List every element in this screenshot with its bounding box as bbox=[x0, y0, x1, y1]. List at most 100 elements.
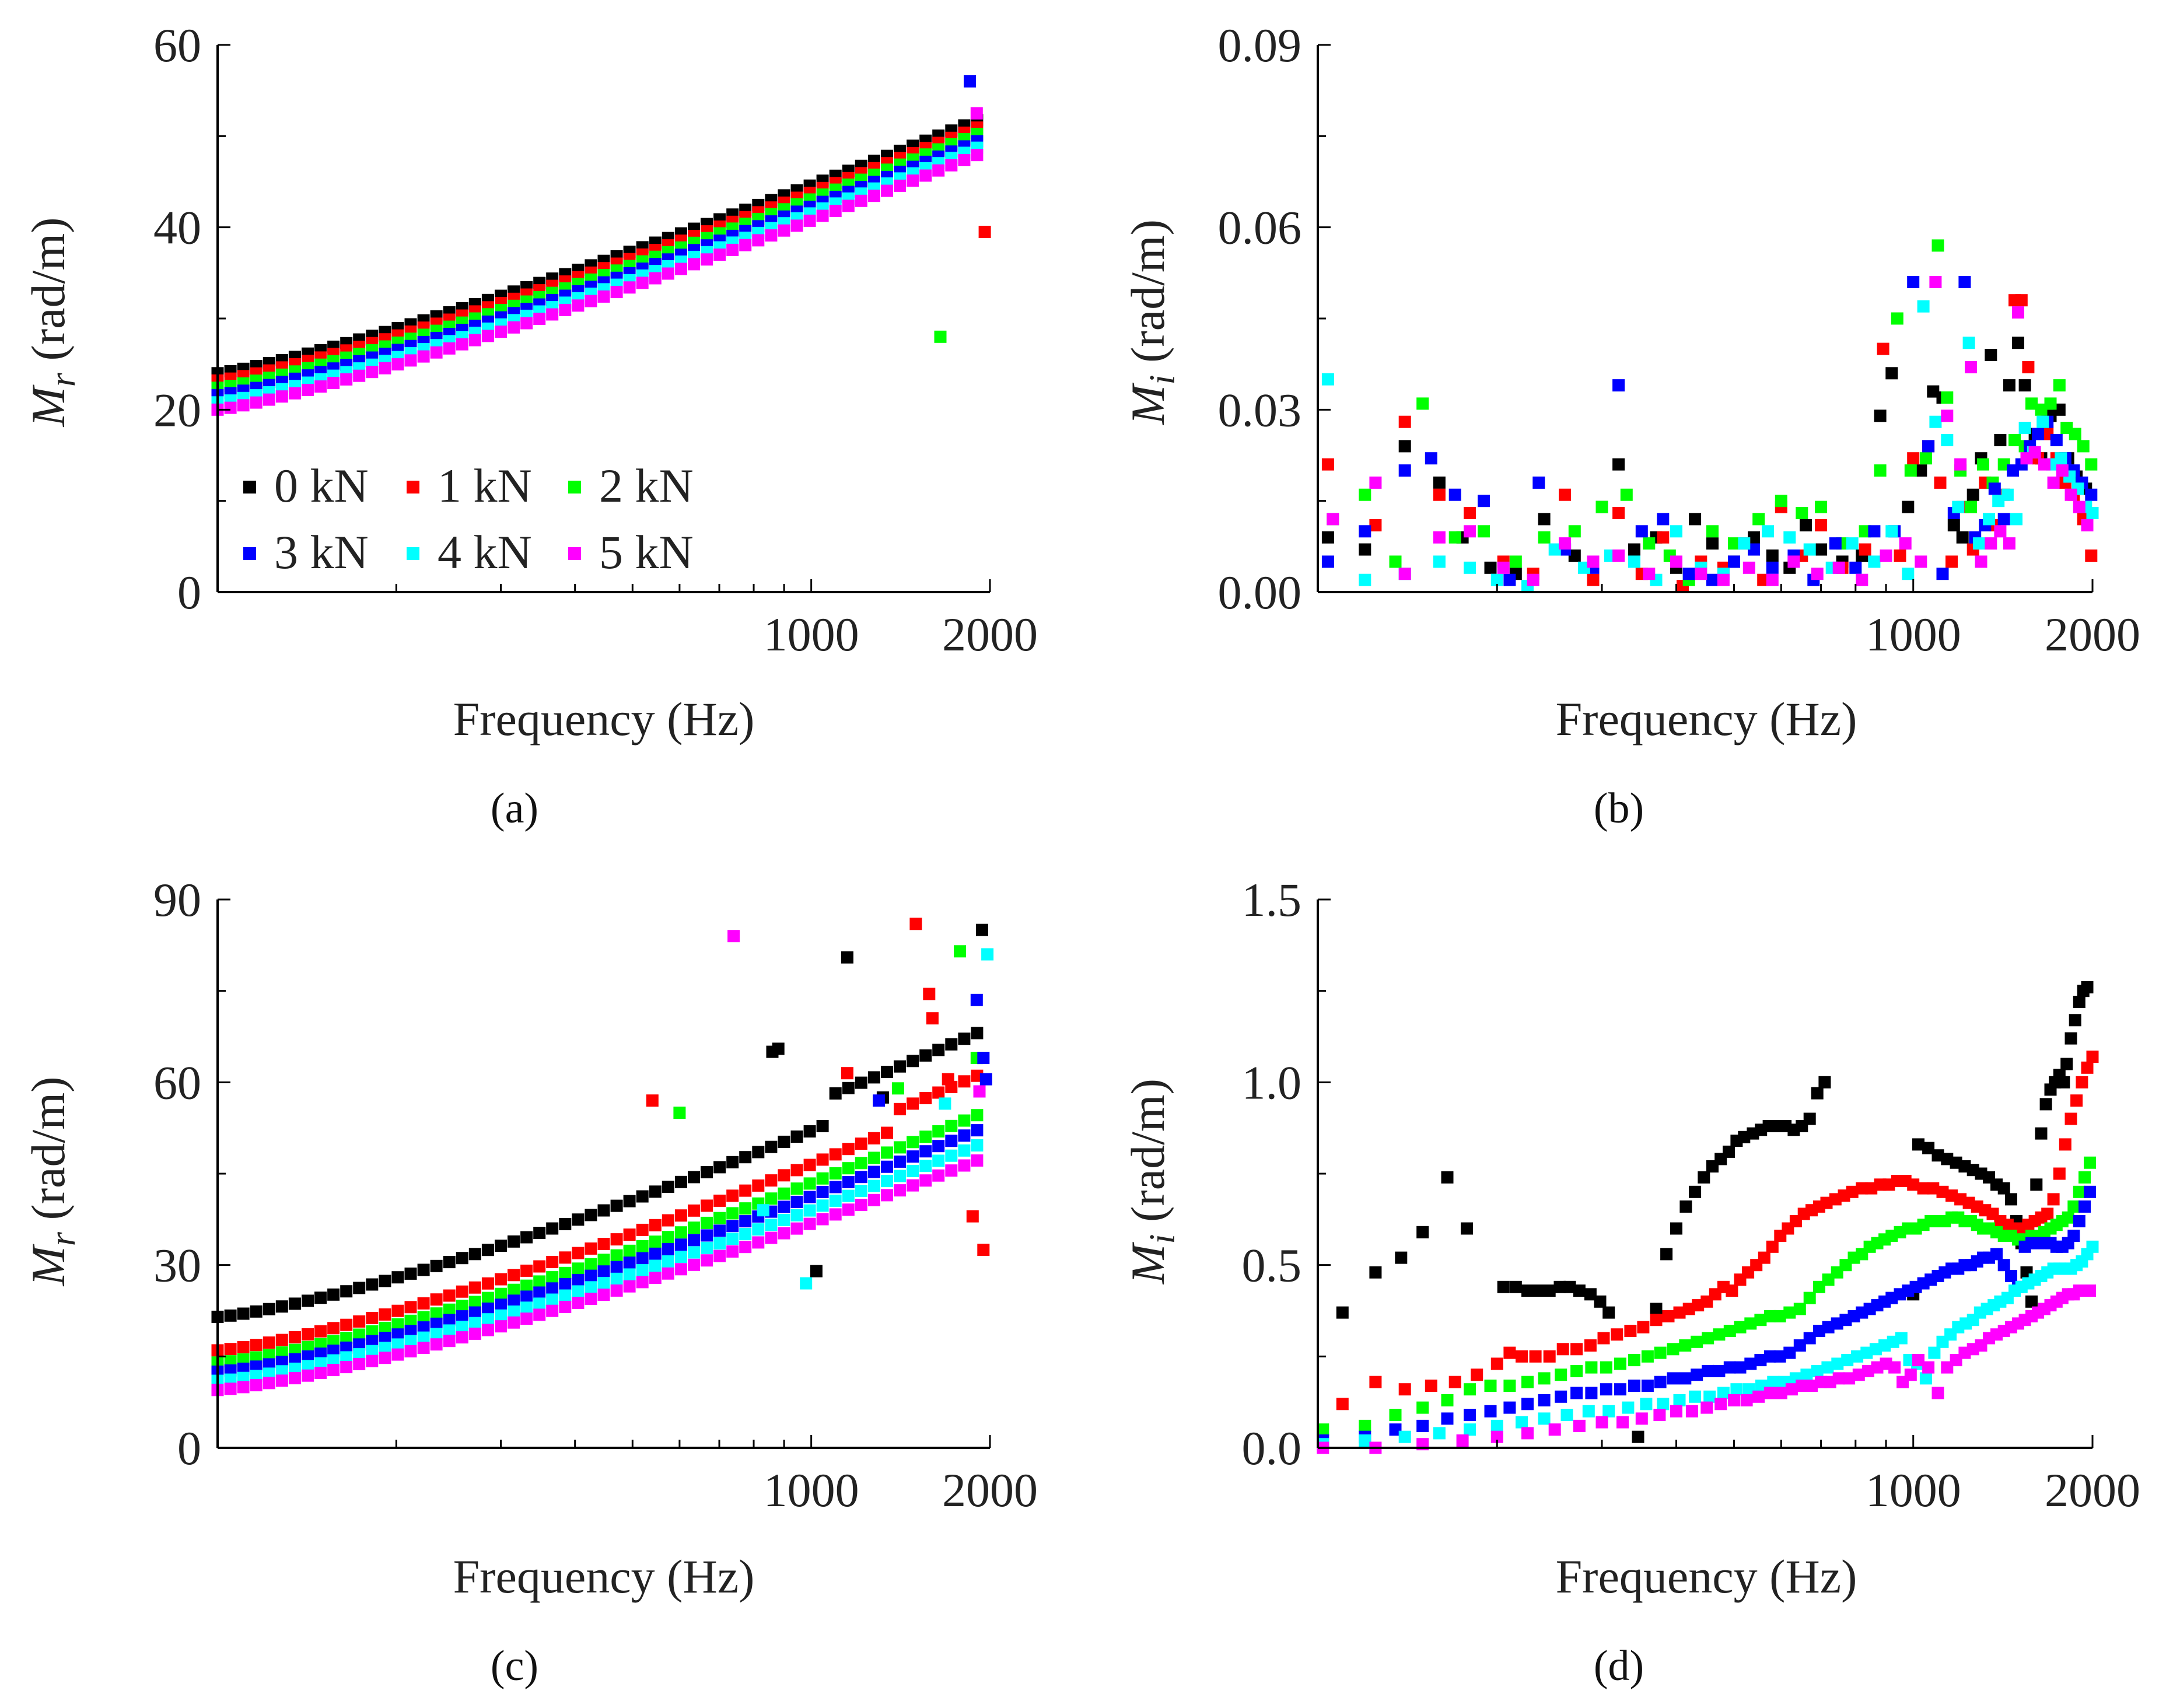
panel-c-point-4kn bbox=[778, 1214, 790, 1226]
panel-c-point-5kn bbox=[417, 1342, 430, 1354]
legend-label-1kn: 1 kN bbox=[438, 459, 532, 512]
panel-d-point-2kn bbox=[1702, 1332, 1714, 1345]
panel-c-point-1kn bbox=[610, 1233, 623, 1246]
panel-d-point-2kn bbox=[1803, 1292, 1816, 1304]
panel-c-point-5kn bbox=[855, 1199, 867, 1211]
panel-a-y-tick-label: 20 bbox=[153, 383, 201, 436]
panel-c-point-1kn bbox=[726, 1189, 739, 1202]
panel-d-point-3kn bbox=[1585, 1387, 1598, 1399]
panel-d-point-5kn bbox=[1843, 1372, 1856, 1385]
panel-c-point-1kn bbox=[752, 1179, 765, 1192]
panel-d-point-0kn bbox=[1922, 1142, 1935, 1154]
panel-d-point-4kn bbox=[1673, 1394, 1686, 1406]
panel-b-point-3kn bbox=[1682, 568, 1695, 580]
panel-d-point-1kn bbox=[2086, 1051, 2099, 1063]
panel-d-point-2kn bbox=[1754, 1314, 1767, 1326]
panel-c-point-5kn bbox=[366, 1354, 379, 1367]
panel-c-point-5kn bbox=[726, 1245, 739, 1258]
panel-c-point-5kn bbox=[636, 1276, 649, 1289]
panel-c-point-5kn bbox=[597, 1289, 610, 1301]
panel-d-point-3kn bbox=[1441, 1412, 1454, 1425]
panel-c-point-5kn bbox=[275, 1374, 288, 1387]
panel-b-point-3kn bbox=[1958, 276, 1971, 288]
panel-c-point-0kn bbox=[726, 1156, 739, 1168]
panel-b-point-0kn bbox=[1766, 550, 1779, 562]
panel-c-point-2kn bbox=[263, 1349, 275, 1362]
panel-c-point-1kn bbox=[430, 1293, 443, 1306]
panel-c-point-0kn bbox=[585, 1209, 597, 1222]
panel-b-point-5kn bbox=[1464, 525, 1476, 538]
panel-a-point-5kn bbox=[237, 399, 250, 412]
panel-b-point-1kn bbox=[1657, 531, 1670, 544]
panel-d-point-0kn bbox=[1416, 1226, 1429, 1238]
panel-c-point-0kn bbox=[417, 1264, 430, 1276]
panel-b-point-0kn bbox=[1956, 531, 1969, 544]
panel-b-point-2kn bbox=[2044, 397, 2057, 410]
panel-c-point-5kn bbox=[481, 1324, 494, 1336]
panel-d-point-1kn bbox=[1369, 1376, 1382, 1388]
panel-d-y-tick-label: 0.5 bbox=[1242, 1239, 1302, 1292]
panel-c-point-4kn bbox=[713, 1237, 726, 1250]
panel-c-point-4kn bbox=[610, 1272, 623, 1285]
panel-b-point-3kn bbox=[1766, 561, 1779, 574]
panel-c-point-0kn bbox=[701, 1166, 713, 1178]
panel-c-point-2kn bbox=[674, 1226, 687, 1239]
panel-c-point-2kn bbox=[430, 1307, 443, 1320]
panel-d-point-2kn bbox=[1484, 1380, 1497, 1392]
panel-a-point-5kn bbox=[275, 390, 288, 403]
panel-c-point-5kn bbox=[430, 1338, 443, 1351]
panel-b-point-3kn bbox=[1922, 440, 1935, 453]
panel-d-point-3kn bbox=[1793, 1339, 1806, 1352]
panel-d-ylabel: Mi (rad/m) bbox=[1121, 1079, 1182, 1284]
panel-c-point-0kn bbox=[288, 1297, 301, 1310]
panel-d-point-4kn bbox=[1538, 1412, 1551, 1425]
panel-c-point-0kn bbox=[340, 1285, 353, 1298]
panel-b-point-4kn bbox=[1628, 555, 1640, 568]
panel-b-point-4kn bbox=[1902, 568, 1915, 580]
panel-c-point-5kn bbox=[379, 1352, 391, 1364]
panel-d-point-2kn bbox=[1614, 1357, 1626, 1370]
panel-d-point-1kn bbox=[1597, 1332, 1610, 1345]
panel-c-point-0kn bbox=[572, 1213, 585, 1226]
panel-b-point-0kn bbox=[1915, 464, 1927, 477]
panel-a-point-5kn bbox=[495, 326, 507, 338]
panel-c-point-3kn bbox=[379, 1332, 391, 1344]
panel-d-point-0kn bbox=[1689, 1185, 1702, 1198]
panel-c-point-1kn bbox=[867, 1132, 880, 1144]
panel-d-point-5kn bbox=[1670, 1405, 1682, 1418]
panel-d-point-2kn bbox=[2078, 1171, 2091, 1184]
panel-c-point-4kn bbox=[391, 1338, 404, 1351]
panel-b-point-5kn bbox=[2064, 488, 2077, 501]
panel-d-point-4kn bbox=[1703, 1390, 1716, 1403]
panel-d-point-2kn bbox=[1317, 1423, 1329, 1436]
panel-c-point-4kn bbox=[546, 1293, 559, 1306]
panel-c-point-1kn bbox=[353, 1315, 366, 1328]
panel-d-point-5kn bbox=[1595, 1416, 1608, 1429]
panel-b-point-2kn bbox=[1965, 501, 1978, 513]
panel-d-point-2kn bbox=[1783, 1306, 1796, 1319]
panel-b-point-0kn bbox=[1902, 501, 1915, 513]
panel-c-point-2kn bbox=[508, 1283, 520, 1296]
panel-b-point-5kn bbox=[1369, 476, 1382, 489]
panel-c-point-3kn bbox=[979, 1073, 992, 1086]
panel-c-point-2kn bbox=[327, 1335, 340, 1348]
panel-c-point-3kn bbox=[701, 1229, 713, 1242]
panel-c-point-0kn bbox=[907, 1055, 919, 1068]
panel-d-point-5kn bbox=[1775, 1387, 1787, 1399]
panel-d-point-1kn bbox=[2064, 1112, 2077, 1125]
panel-c-point-2kn bbox=[739, 1202, 752, 1215]
panel-d-point-1kn bbox=[1726, 1284, 1738, 1297]
panel-a-point-5kn bbox=[688, 258, 700, 271]
panel-d-point-2kn bbox=[2084, 1156, 2096, 1169]
panel-b-point-4kn bbox=[1929, 415, 1942, 428]
panel-d-point-0kn bbox=[1670, 1222, 1682, 1235]
panel-c-point-2kn bbox=[673, 1107, 686, 1119]
panel-a-point-5kn bbox=[907, 174, 919, 187]
panel-c-point-0kn bbox=[803, 1125, 816, 1138]
panel-c-point-0kn bbox=[945, 1038, 958, 1051]
panel-d-point-0kn bbox=[1369, 1266, 1382, 1279]
panel-c-point-0kn bbox=[842, 1082, 855, 1094]
panel-d-point-5kn bbox=[2084, 1284, 2096, 1297]
panel-c-point-1kn bbox=[263, 1336, 275, 1349]
panel-c-point-4kn bbox=[572, 1285, 585, 1298]
